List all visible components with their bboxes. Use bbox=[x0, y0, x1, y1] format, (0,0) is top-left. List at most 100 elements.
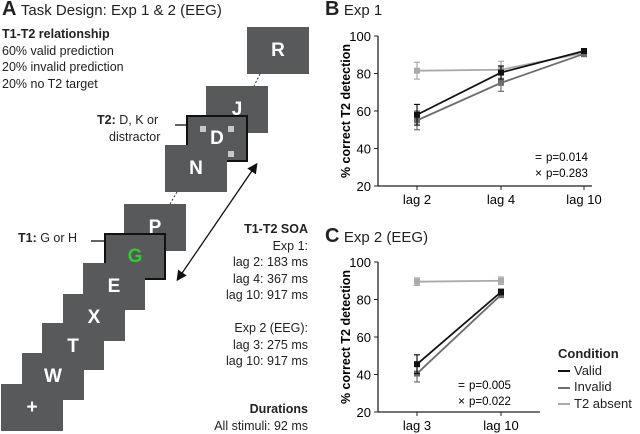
annotation-symbol: × bbox=[535, 166, 542, 180]
legend-swatch bbox=[558, 386, 570, 389]
t1-label-bold: T1: bbox=[18, 231, 37, 245]
data-point bbox=[414, 67, 420, 74]
legend-title: Condition bbox=[558, 346, 619, 361]
t2-label-bold: T2: bbox=[97, 113, 116, 127]
panel-a-title: Task Design: Exp 1 & 2 (EEG) bbox=[20, 2, 222, 19]
relationship-line: 20% no T2 target bbox=[2, 76, 98, 91]
series-line-t2-absent bbox=[416, 279, 502, 283]
frame-letter: T bbox=[67, 335, 79, 357]
soa-line: lag 4: 367 ms bbox=[232, 271, 308, 286]
panel-c-title: Exp 2 (EEG) bbox=[343, 229, 429, 246]
panel-a-header: A Task Design: Exp 1 & 2 (EEG) bbox=[2, 0, 222, 21]
legend-item-valid: Valid bbox=[558, 363, 632, 380]
y-tick-label: 60 bbox=[357, 330, 371, 345]
soa-line: Exp 2 (EEG): bbox=[234, 321, 308, 335]
data-point bbox=[414, 361, 420, 368]
x-tick-label: lag 2 bbox=[403, 192, 431, 207]
y-tick-label: 40 bbox=[357, 142, 371, 157]
durations-heading: Durations bbox=[249, 402, 308, 416]
distractor-dot bbox=[200, 126, 206, 132]
t2-label-text: D, K or bbox=[115, 113, 159, 127]
rsvp-frame: W bbox=[22, 353, 84, 400]
legend-swatch bbox=[558, 370, 570, 373]
frame-letter: P bbox=[148, 216, 162, 238]
y-tick-label: 80 bbox=[357, 67, 371, 82]
distractor-dot bbox=[228, 126, 234, 132]
frame-letter: X bbox=[87, 306, 101, 328]
soa-heading: T1-T2 SOA bbox=[244, 222, 308, 236]
annotation-text: p=0.022 bbox=[469, 396, 511, 408]
data-point bbox=[581, 48, 587, 54]
soa-block: T1-T2 SOA Exp 1: lag 2: 183 ms lag 4: 36… bbox=[226, 221, 308, 370]
t1-label: T1: G or H bbox=[18, 230, 77, 247]
annotation-text: p=0.005 bbox=[469, 380, 511, 392]
frame-letter: D bbox=[210, 127, 224, 149]
frame-letter: N bbox=[189, 157, 203, 179]
frame-letter: W bbox=[44, 365, 62, 387]
data-point bbox=[414, 278, 420, 285]
legend-item-invalid: Invalid bbox=[558, 379, 632, 396]
y-axis-label: % correct T2 detection bbox=[339, 270, 353, 404]
panel-c-header: C Exp 2 (EEG) bbox=[325, 225, 428, 248]
annotation-text: p=0.283 bbox=[546, 168, 588, 180]
legend-item-t2-absent: T2 absent bbox=[558, 396, 632, 413]
data-point bbox=[498, 277, 504, 284]
soa-line: lag 3: 275 ms bbox=[232, 337, 308, 352]
t1-label-text: G or H bbox=[36, 231, 78, 245]
rsvp-frame: + bbox=[1, 384, 63, 431]
y-tick-label: 20 bbox=[357, 405, 371, 420]
annotation-symbol: = bbox=[535, 150, 542, 164]
legend-label: T2 absent bbox=[574, 395, 632, 411]
t2-label-text2: distractor bbox=[109, 129, 161, 144]
panel-b-title: Exp 1 bbox=[343, 2, 383, 19]
soa-line: Exp 1: bbox=[272, 238, 308, 253]
y-tick-label: 100 bbox=[349, 255, 371, 270]
data-point bbox=[414, 111, 420, 118]
distractor-dot bbox=[228, 151, 234, 157]
durations-text: All stimuli: 92 ms bbox=[214, 418, 308, 433]
data-point bbox=[498, 289, 504, 295]
frame-letter: R bbox=[271, 39, 285, 61]
panel-a-lines bbox=[91, 73, 261, 282]
frame-letter: + bbox=[26, 396, 38, 418]
soa-arrow bbox=[176, 162, 258, 282]
soa-line: lag 10: 917 ms bbox=[226, 354, 308, 368]
frame-letter: J bbox=[231, 98, 243, 120]
panel-c-label: C bbox=[325, 225, 340, 247]
x-tick-label: lag 10 bbox=[483, 418, 518, 433]
annotation-text: p=0.014 bbox=[546, 152, 588, 164]
series-line-valid bbox=[416, 291, 502, 365]
legend-label: Invalid bbox=[574, 379, 612, 394]
rsvp-frame: N bbox=[165, 145, 227, 192]
soa-line: lag 2: 183 ms bbox=[232, 255, 308, 269]
x-tick-label: lag 4 bbox=[487, 192, 515, 207]
frame-letter: E bbox=[107, 275, 121, 297]
annotation-symbol: = bbox=[458, 378, 465, 392]
y-axis-label: % correct T2 detection bbox=[339, 44, 353, 178]
durations-block: Durations All stimuli: 92 ms bbox=[214, 401, 308, 434]
frame-letter: G bbox=[127, 245, 143, 267]
relationship-line: 60% valid prediction bbox=[2, 43, 114, 58]
x-tick-label: lag 3 bbox=[403, 418, 431, 433]
legend-label: Valid bbox=[574, 362, 602, 378]
y-tick-label: 80 bbox=[357, 293, 371, 308]
annotation-symbol: × bbox=[458, 394, 465, 408]
t2-label: T2: D, K or distractor bbox=[97, 112, 160, 145]
relationship-line: 20% invalid prediction bbox=[2, 60, 124, 74]
y-tick-label: 100 bbox=[349, 29, 371, 44]
rsvp-frame: R bbox=[247, 27, 309, 74]
relationship-block: T1-T2 relationship 60% valid prediction … bbox=[2, 26, 124, 92]
legend-swatch bbox=[558, 403, 570, 406]
data-point bbox=[498, 79, 504, 86]
panel-a-label: A bbox=[2, 0, 17, 20]
series-line-invalid bbox=[416, 294, 502, 375]
relationship-heading: T1-T2 relationship bbox=[2, 27, 110, 41]
data-point bbox=[498, 69, 504, 76]
y-tick-label: 40 bbox=[357, 368, 371, 383]
x-tick-label: lag 10 bbox=[566, 192, 601, 207]
panel-b-header: B Exp 1 bbox=[325, 0, 382, 21]
y-tick-label: 20 bbox=[357, 179, 371, 194]
legend: Condition Valid Invalid T2 absent bbox=[558, 346, 632, 412]
